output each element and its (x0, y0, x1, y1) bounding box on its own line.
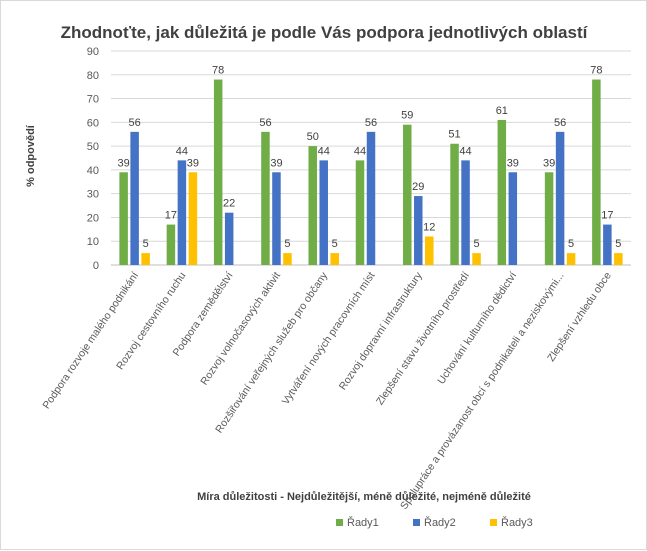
bar-Řady2 (130, 131, 139, 265)
data-label: 56 (554, 117, 566, 129)
data-label: 78 (590, 65, 602, 77)
legend-swatch (490, 519, 497, 526)
bar-Řady3 (283, 253, 292, 265)
bar-Řady2 (414, 196, 423, 265)
data-label: 29 (412, 181, 424, 193)
data-label: 5 (332, 238, 338, 250)
data-label: 17 (165, 210, 177, 222)
bar-Řady2 (224, 212, 234, 265)
bar-Řady3 (188, 172, 198, 265)
bar-Řady3 (141, 253, 150, 265)
data-label: 39 (543, 157, 555, 169)
data-label: 56 (259, 117, 271, 129)
data-label: 17 (601, 210, 613, 222)
data-label: 44 (459, 145, 471, 157)
data-label: 59 (401, 110, 413, 122)
y-tick-label: 30 (87, 189, 99, 201)
bar-Řady3 (425, 236, 434, 265)
legend-swatch (413, 519, 420, 526)
y-tick-label: 10 (87, 236, 99, 248)
bar-Řady3 (614, 253, 623, 265)
bar-Řady1 (308, 146, 317, 265)
chart-title: Zhodnoťte, jak důležitá je podle Vás pod… (61, 23, 589, 42)
category-label: Rozvoj dopravní infrastruktury (337, 269, 425, 392)
y-tick-label: 80 (87, 70, 99, 82)
y-tick-label: 60 (87, 117, 99, 129)
y-ticks: 0 10 20 30 40 50 60 70 80 90 (87, 46, 99, 272)
data-label: 5 (143, 238, 149, 250)
data-label: 50 (307, 131, 319, 143)
bar-Řady2 (461, 160, 470, 265)
bar-Řady2 (366, 131, 376, 265)
bar-Řady3 (330, 253, 339, 265)
legend-label: Řady3 (501, 516, 533, 529)
data-label: 39 (118, 157, 130, 169)
bar-Řady2 (272, 172, 281, 265)
data-label: 44 (354, 145, 366, 157)
bars (119, 79, 623, 266)
data-label: 5 (473, 238, 479, 250)
bar-Řady2 (319, 160, 328, 265)
bar-Řady1 (450, 143, 459, 265)
data-label: 56 (365, 117, 377, 129)
data-label: 5 (568, 238, 574, 250)
y-axis-title: % odpovědí (25, 124, 37, 187)
y-tick-label: 0 (93, 260, 99, 272)
bar-Řady2 (603, 224, 612, 265)
bar-Řady1 (213, 79, 223, 266)
data-label: 61 (496, 105, 508, 117)
legend: Řady1 Řady2 Řady3 (336, 516, 533, 529)
y-tick-label: 70 (87, 94, 99, 106)
y-tick-label: 20 (87, 212, 99, 224)
bar-Řady1 (261, 131, 270, 265)
category-label: Podpora rozvoje malého podnikání (40, 270, 141, 411)
data-label: 44 (318, 145, 330, 157)
y-tick-label: 90 (87, 46, 99, 58)
x-axis-title: Míra důležitosti - Nejdůležitější, méně … (197, 491, 531, 503)
bar-Řady2 (177, 160, 187, 265)
data-label: 44 (176, 145, 188, 157)
data-label: 22 (223, 198, 235, 210)
bar-Řady1 (119, 172, 128, 265)
category-label: Vytváření nových pracovních míst (280, 270, 378, 407)
bar-Řady3 (566, 253, 576, 265)
bar-Řady1 (544, 172, 554, 265)
data-label: 56 (129, 117, 141, 129)
data-label: 39 (187, 157, 199, 169)
bar-Řady1 (403, 124, 412, 265)
legend-label: Řady2 (424, 516, 456, 529)
data-label: 51 (448, 129, 460, 141)
legend-label: Řady1 (347, 516, 379, 529)
data-label: 5 (284, 238, 290, 250)
category-label: Rozvoj volnočasových aktivit (198, 270, 283, 388)
bar-Řady1 (355, 160, 365, 265)
data-label: 5 (615, 238, 621, 250)
category-label: Uchování kulturního dědictví (435, 270, 519, 387)
bar-Řady1 (166, 224, 176, 265)
data-label: 78 (212, 65, 224, 77)
y-tick-label: 40 (87, 165, 99, 177)
data-labels: 3917785650445951613978564422394456294439… (118, 65, 622, 251)
bar-Řady3 (472, 253, 481, 265)
data-label: 39 (270, 157, 282, 169)
category-label: Spolupráce a provázanost obcí s podnikat… (398, 270, 567, 512)
bar-Řady1 (592, 79, 601, 266)
legend-swatch (336, 519, 343, 526)
bar-Řady2 (508, 172, 518, 265)
bar-Řady2 (555, 131, 565, 265)
y-tick-label: 50 (87, 141, 99, 153)
category-label: Zlepšení stavu životního prostředí (374, 270, 472, 407)
bar-Řady1 (497, 119, 507, 265)
data-label: 39 (507, 157, 519, 169)
data-label: 12 (423, 221, 435, 233)
